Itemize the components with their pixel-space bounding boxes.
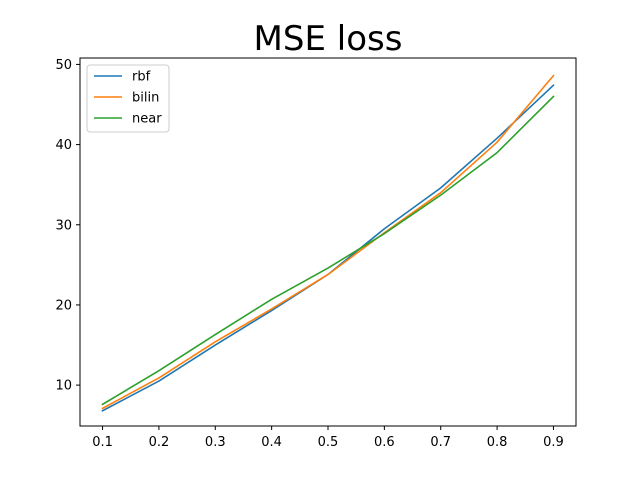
y-tick-label: 40 [55, 138, 72, 153]
x-tick-label: 0.7 [430, 435, 451, 450]
series-layer [101, 74, 555, 412]
x-tick-label: 0.5 [318, 435, 339, 450]
y-tick-label: 50 [55, 58, 72, 73]
legend-label-rbf: rbf [132, 70, 151, 85]
legend-label-near: near [132, 112, 162, 127]
series-line-near [101, 95, 555, 406]
x-tick-label: 0.4 [261, 435, 282, 450]
y-axis: 10 20 30 40 50 [55, 58, 80, 394]
series-line-rbf [101, 84, 555, 412]
y-tick-label: 20 [55, 298, 72, 313]
x-axis: 0.1 0.2 0.3 0.4 0.5 0.6 0.7 0.8 0.9 [92, 426, 564, 450]
y-tick-label: 10 [55, 379, 72, 394]
legend-label-bilin: bilin [132, 91, 159, 106]
y-tick-label: 30 [55, 218, 72, 233]
series-line-bilin [101, 74, 555, 410]
x-tick-label: 0.6 [374, 435, 395, 450]
x-tick-label: 0.1 [92, 435, 113, 450]
legend: rbf bilin near [86, 64, 170, 133]
legend-box [86, 64, 170, 133]
x-tick-label: 0.9 [543, 435, 564, 450]
x-tick-label: 0.8 [487, 435, 508, 450]
x-tick-label: 0.3 [205, 435, 226, 450]
chart-title: MSE loss [254, 19, 403, 59]
x-tick-label: 0.2 [149, 435, 170, 450]
